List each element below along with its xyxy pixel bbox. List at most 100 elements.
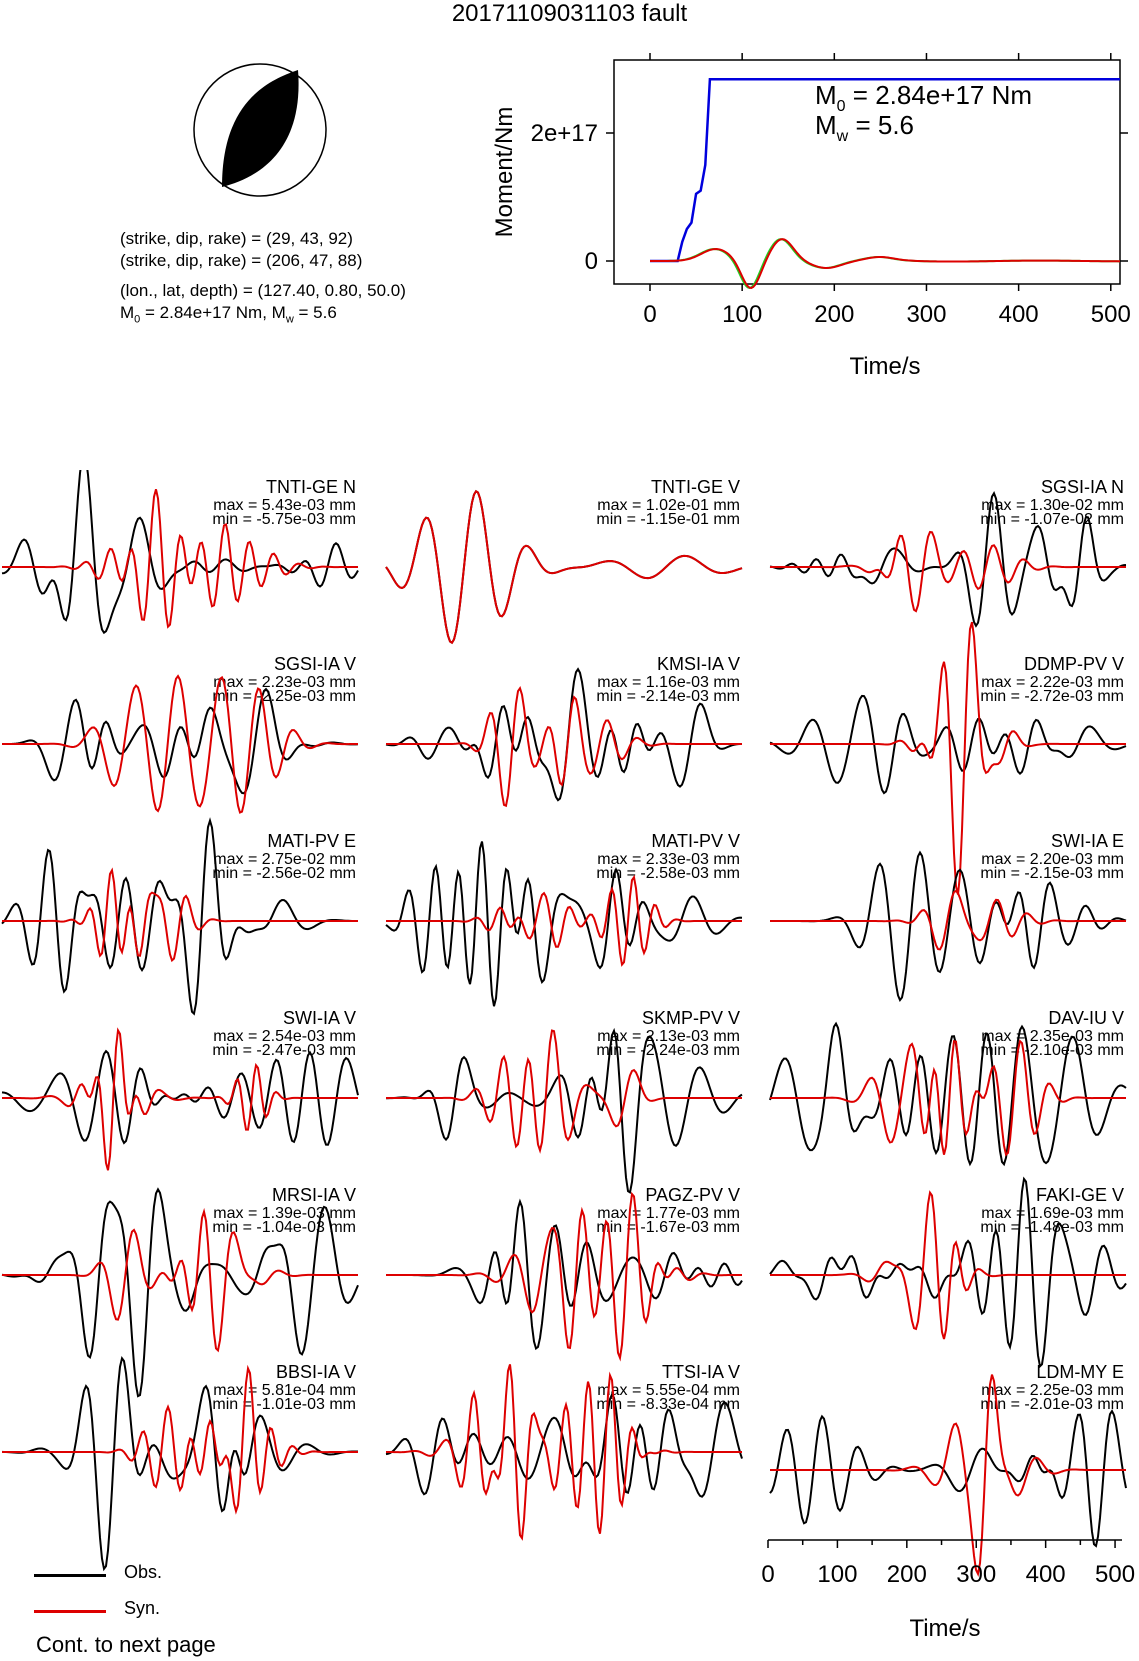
plot-frame <box>613 59 1121 285</box>
synthetic-trace <box>770 1039 1127 1157</box>
station-min: min = -1.15e-01 mm <box>596 511 740 528</box>
nodal-plane-1: (strike, dip, rake) = (29, 43, 92) <box>120 229 353 248</box>
station-min: min = -2.15e-03 mm <box>980 865 1124 882</box>
x-tick-label: 200 <box>814 301 854 328</box>
station-label: TNTI-GE V <box>651 477 740 497</box>
synthetic-trace <box>770 530 1126 613</box>
station-label: BBSI-IA V <box>276 1362 356 1382</box>
observed-trace <box>769 1409 1127 1548</box>
station-label: TNTI-GE N <box>266 477 356 497</box>
x-tick-label: 0 <box>643 301 656 328</box>
station-max: max = 1.77e-03 mm <box>597 1205 740 1222</box>
nodal-plane-2: (strike, dip, rake) = (206, 47, 88) <box>120 251 363 270</box>
station-min: min = -2.24e-03 mm <box>596 1042 740 1059</box>
station-label: MATI-PV E <box>267 831 356 851</box>
station-min: min = -8.33e-04 mm <box>596 1396 740 1413</box>
y-tick-label: 2e+17 <box>531 120 598 147</box>
observed-trace <box>1 1187 359 1398</box>
station-max: max = 2.25e-03 mm <box>981 1382 1124 1399</box>
station-min: min = -1.48e-03 mm <box>980 1219 1124 1236</box>
station-max: max = 2.20e-03 mm <box>981 851 1124 868</box>
observed-trace <box>769 1021 1127 1167</box>
station-min: min = -2.01e-03 mm <box>980 1396 1124 1413</box>
synthetic-trace <box>385 1029 742 1154</box>
synthetic-trace <box>2 1207 358 1353</box>
synthetic-trace <box>386 686 742 808</box>
synthetic-trace <box>386 1191 743 1362</box>
station-label: LDM-MY E <box>1036 1362 1124 1382</box>
station-min: min = -2.25e-03 mm <box>212 688 356 705</box>
synthetic-trace <box>2 867 358 963</box>
x-tick-label: 400 <box>999 301 1039 328</box>
mw-annotation: Mw = 5.6 <box>815 110 914 145</box>
observed-trace <box>769 694 1127 795</box>
moment-rate-chart: 0 100 200 300 400 500 0 2e+17 Time/s Moment/Nm M0 … <box>491 53 1131 380</box>
station-label: SKMP-PV V <box>642 1008 740 1028</box>
beachball-icon <box>193 63 327 197</box>
station-label: KMSI-IA V <box>657 654 740 674</box>
obs-line-swatch <box>34 1574 106 1577</box>
time-axis-tick-label: 500 <box>1095 1561 1135 1588</box>
time-axis-tick-label: 300 <box>956 1561 996 1588</box>
page-title: 20171109031103 fault <box>451 0 688 27</box>
stf-curve <box>649 238 1121 290</box>
time-axis-tick-label: 0 <box>761 1561 774 1588</box>
event-parameters: (strike, dip, rake) = (29, 43, 92) (stri… <box>120 228 406 330</box>
station-min: min = -2.58e-03 mm <box>596 865 740 882</box>
synthetic-trace <box>1 1027 358 1171</box>
location-depth: (lon., lat, depth) = (127.40, 0.80, 50.0… <box>120 281 406 300</box>
station-label: SGSI-IA N <box>1041 477 1124 497</box>
station-label: MATI-PV V <box>651 831 740 851</box>
synthetic-trace <box>385 1364 743 1541</box>
station-min: min = -5.75e-03 mm <box>212 511 356 528</box>
time-axis-label: Time/s <box>909 1615 980 1642</box>
station-max: max = 5.43e-03 mm <box>213 497 356 514</box>
synthetic-trace <box>770 1190 1126 1340</box>
x-tick-label: 500 <box>1091 301 1131 328</box>
synthetic-trace <box>770 1374 1127 1577</box>
station-max: max = 1.16e-03 mm <box>597 674 740 691</box>
synthetic-trace <box>770 889 1126 951</box>
station-min: min = -1.67e-03 mm <box>596 1219 740 1236</box>
station-min: min = -2.56e-02 mm <box>212 865 356 882</box>
station-label: FAKI-GE V <box>1036 1185 1124 1205</box>
observed-trace <box>385 1392 743 1498</box>
station-label: PAGZ-PV V <box>645 1185 740 1205</box>
synthetic-trace <box>386 874 742 967</box>
observed-trace <box>1 470 359 635</box>
synthetic-trace <box>1 489 359 629</box>
station-min: min = -2.47e-03 mm <box>212 1042 356 1059</box>
time-axis-tick-label: 200 <box>887 1561 927 1588</box>
observed-trace <box>769 1176 1127 1369</box>
station-min: min = -2.14e-03 mm <box>596 688 740 705</box>
station-min: min = -2.72e-03 mm <box>980 688 1124 705</box>
syn-line-swatch <box>34 1610 106 1613</box>
moment-magnitude-line: M0 = 2.84e+17 Nm, Mw = 5.6 <box>120 303 337 326</box>
station-max: max = 2.23e-03 mm <box>213 674 356 691</box>
x-tick-label: 100 <box>722 301 762 328</box>
synthetic-trace <box>2 1364 359 1515</box>
station-max: max = 2.13e-03 mm <box>597 1028 740 1045</box>
station-max: max = 2.75e-02 mm <box>213 851 356 868</box>
station-max: max = 2.22e-03 mm <box>981 674 1124 691</box>
station-min: min = -2.10e-03 mm <box>980 1042 1124 1059</box>
y-axis-label: Moment/Nm <box>491 107 518 238</box>
observed-trace <box>769 490 1127 628</box>
x-axis-label: Time/s <box>849 353 920 380</box>
observed-trace <box>385 1027 743 1194</box>
observed-trace <box>770 850 1127 1002</box>
moment-series-line <box>650 77 1120 263</box>
station-max: max = 2.54e-03 mm <box>213 1028 356 1045</box>
station-label: TTSI-IA V <box>662 1362 740 1382</box>
x-tick-label: 300 <box>906 301 946 328</box>
station-label: DAV-IU V <box>1048 1008 1124 1028</box>
synthetic-trace <box>770 621 1126 895</box>
observed-trace <box>1 687 359 795</box>
station-max: max = 5.55e-04 mm <box>597 1382 740 1399</box>
station-max: max = 1.30e-02 mm <box>981 497 1124 514</box>
time-axis-tick-label: 400 <box>1026 1561 1066 1588</box>
stf-curve <box>649 238 1121 289</box>
station-label: SWI-IA E <box>1051 831 1124 851</box>
station-max: max = 5.81e-04 mm <box>213 1382 356 1399</box>
